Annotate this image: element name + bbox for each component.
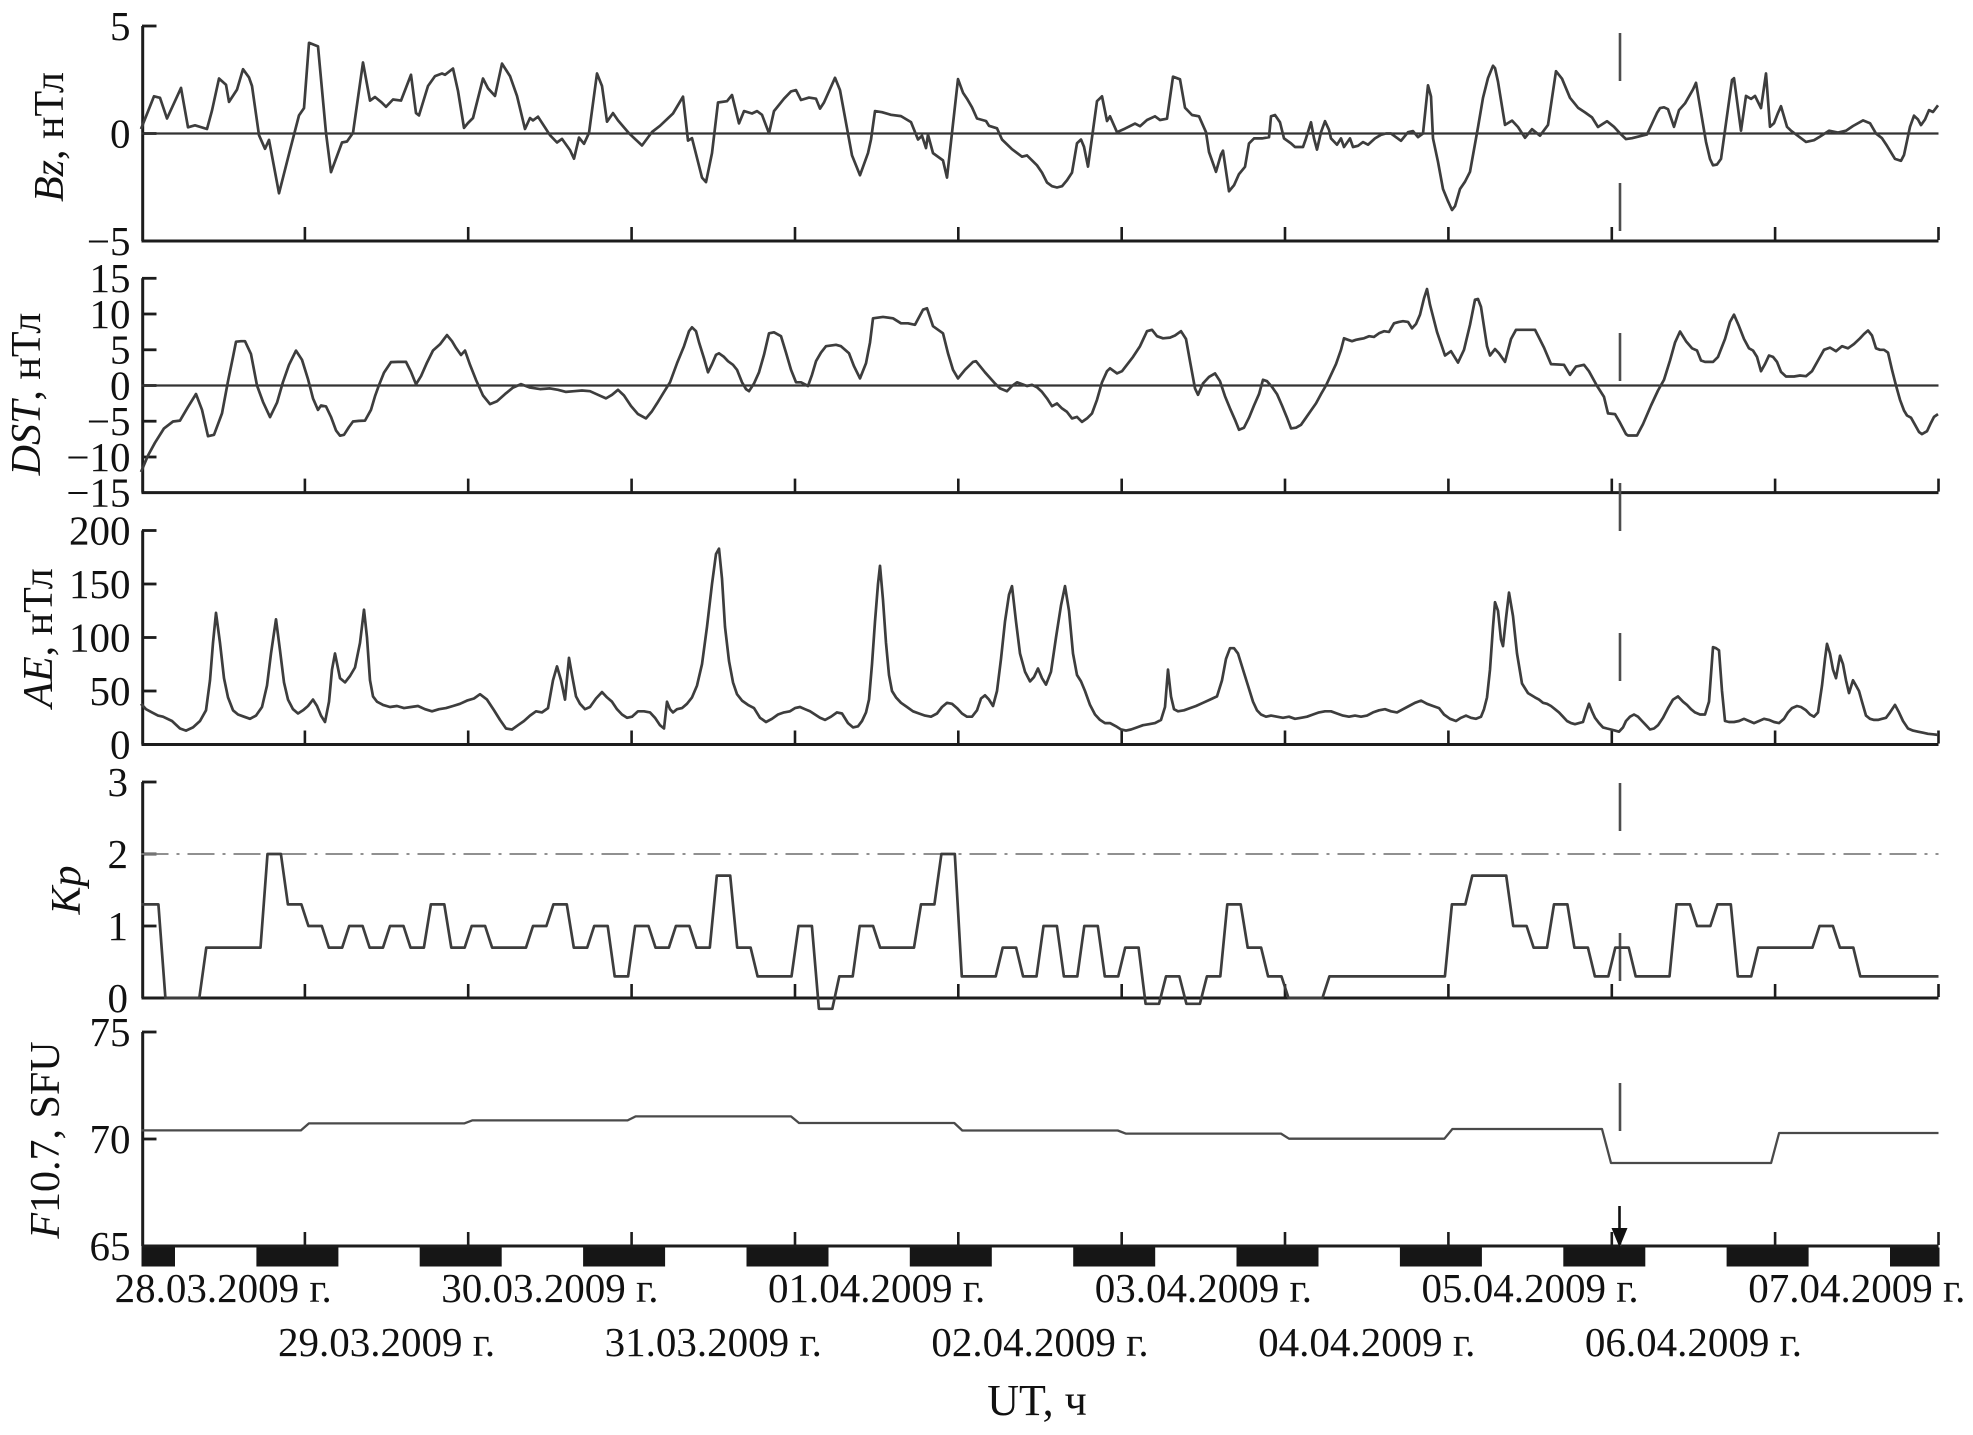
svg-text:0: 0 [110,362,131,408]
svg-text:70: 70 [90,1116,131,1162]
svg-text:0: 0 [108,975,129,1021]
svg-text:04.04.2009 г.: 04.04.2009 г. [1258,1319,1475,1365]
svg-text:02.04.2009 г.: 02.04.2009 г. [931,1319,1148,1365]
svg-text:AE, нТл: AE, нТл [16,568,62,710]
svg-text:−15: −15 [66,470,130,516]
svg-text:3: 3 [108,759,129,805]
svg-text:28.03.2009 г.: 28.03.2009 г. [115,1265,332,1311]
svg-text:UT, ч: UT, ч [987,1376,1087,1425]
svg-text:0: 0 [110,721,131,767]
svg-text:100: 100 [69,614,131,660]
svg-text:2: 2 [108,831,129,877]
svg-text:15: 15 [90,255,131,301]
svg-text:01.04.2009 г.: 01.04.2009 г. [768,1265,985,1311]
svg-text:Bz, нТл: Bz, нТл [27,72,73,202]
svg-text:75: 75 [90,1009,131,1055]
svg-text:−5: −5 [87,218,131,264]
svg-text:−10: −10 [66,434,130,480]
svg-text:150: 150 [69,561,131,607]
svg-text:10: 10 [90,291,131,337]
svg-text:05.04.2009 г.: 05.04.2009 г. [1421,1265,1638,1311]
svg-text:31.03.2009 г.: 31.03.2009 г. [605,1319,822,1365]
svg-text:−5: −5 [87,398,131,444]
svg-text:65: 65 [90,1223,131,1269]
svg-text:0: 0 [110,110,131,156]
svg-text:5: 5 [110,327,131,373]
svg-text:03.04.2009 г.: 03.04.2009 г. [1095,1265,1312,1311]
svg-text:F10.7, SFU: F10.7, SFU [23,1041,69,1239]
svg-text:30.03.2009 г.: 30.03.2009 г. [441,1265,658,1311]
svg-text:200: 200 [69,507,131,553]
svg-text:06.04.2009 г.: 06.04.2009 г. [1585,1319,1802,1365]
svg-text:DST, нТл: DST, нТл [4,313,50,477]
svg-text:07.04.2009 г.: 07.04.2009 г. [1748,1265,1965,1311]
svg-text:50: 50 [90,668,131,714]
svg-text:Kp: Kp [44,865,90,915]
svg-text:5: 5 [110,3,131,49]
svg-text:29.03.2009 г.: 29.03.2009 г. [278,1319,495,1365]
svg-text:1: 1 [108,903,129,949]
